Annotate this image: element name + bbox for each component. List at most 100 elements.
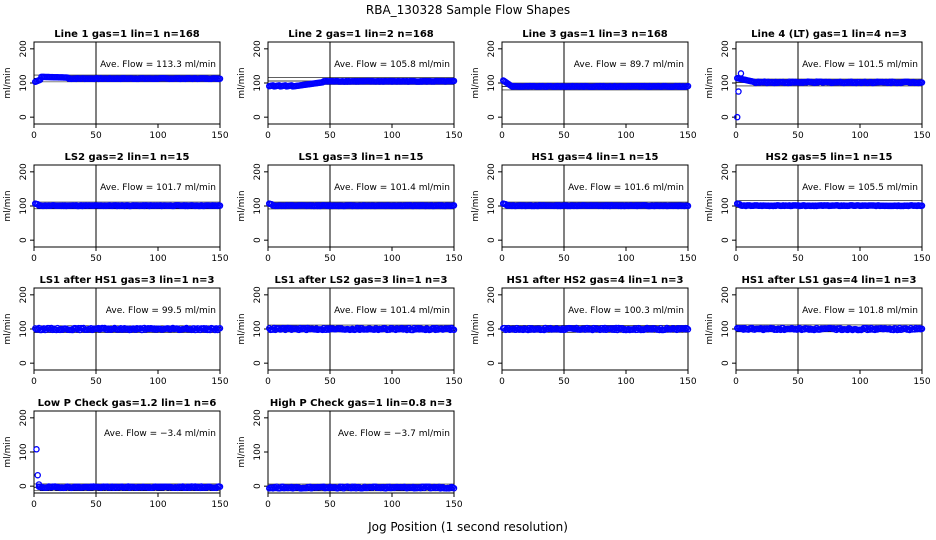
data-series (31, 73, 224, 86)
y-tick-label: 200 (487, 286, 497, 303)
x-tick-label: 100 (383, 254, 400, 264)
x-tick-label: 150 (445, 500, 462, 510)
data-point (450, 202, 458, 209)
plot-frame (33, 41, 221, 125)
average-flow-annotation: Ave. Flow = 100.3 ml/min (568, 306, 684, 316)
x-tick-label: 50 (558, 377, 570, 387)
panel-9: LS1 after HS1 gas=3 lin=1 n=3 Ave. Flow =… (3, 275, 229, 387)
x-tick-label: 0 (733, 131, 739, 141)
y-tick-label: 0 (19, 360, 29, 366)
x-tick-label: 150 (913, 131, 930, 141)
panel-7: HS1 gas=4 lin=1 n=15 Ave. Flow = 101.6 ml… (471, 152, 697, 264)
y-axis-label: ml/min (237, 190, 247, 221)
y-tick-label: 200 (19, 163, 29, 180)
data-point (684, 326, 692, 333)
x-tick-label: 50 (324, 254, 336, 264)
y-axis-label: ml/min (3, 436, 13, 467)
y-axis-label: ml/min (471, 190, 481, 221)
x-tick-label: 50 (792, 131, 804, 141)
data-point (733, 113, 741, 121)
x-tick-label: 100 (383, 377, 400, 387)
data-series (31, 324, 224, 334)
x-tick-label: 100 (149, 254, 166, 264)
panel-1: Line 1 gas=1 lin=1 n=168 Ave. Flow = 113.… (3, 29, 229, 141)
x-tick-label: 50 (90, 377, 102, 387)
x-tick-label: 100 (851, 377, 868, 387)
average-flow-annotation: Ave. Flow = 99.5 ml/min (106, 306, 216, 316)
y-axis-label: ml/min (705, 190, 715, 221)
data-point (450, 326, 458, 334)
x-tick-label: 100 (149, 377, 166, 387)
average-flow-annotation: Ave. Flow = −3.7 ml/min (338, 429, 450, 439)
x-tick-label: 0 (499, 254, 505, 264)
panel-12: HS1 after LS1 gas=4 lin=1 n=3 Ave. Flow =… (705, 275, 931, 387)
x-tick-label: 0 (499, 377, 505, 387)
x-tick-label: 50 (90, 254, 102, 264)
data-point (216, 483, 224, 490)
y-axis-label: ml/min (3, 313, 13, 344)
x-tick-label: 100 (383, 131, 400, 141)
average-flow-annotation: Ave. Flow = −3.4 ml/min (104, 429, 216, 439)
y-tick-label: 100 (253, 74, 263, 91)
data-point (216, 202, 224, 209)
x-tick-label: 50 (324, 500, 336, 510)
y-tick-label: 100 (487, 197, 497, 214)
data-point (450, 484, 458, 492)
y-tick-label: 0 (487, 237, 497, 243)
y-tick-label: 0 (253, 483, 263, 489)
x-tick-label: 50 (324, 131, 336, 141)
x-tick-label: 100 (149, 131, 166, 141)
x-tick-label: 0 (499, 131, 505, 141)
y-tick-label: 0 (721, 360, 731, 366)
y-tick-label: 100 (19, 443, 29, 460)
y-tick-label: 0 (19, 237, 29, 243)
y-tick-label: 100 (19, 74, 29, 91)
x-tick-label: 0 (31, 500, 37, 510)
figure-title: RBA_130328 Sample Flow Shapes (366, 3, 570, 17)
y-tick-label: 0 (253, 114, 263, 120)
x-tick-label: 150 (211, 377, 228, 387)
y-tick-label: 0 (19, 483, 29, 489)
y-axis-label: ml/min (237, 436, 247, 467)
x-tick-label: 150 (913, 377, 930, 387)
panel-title: Line 4 (LT) gas=1 lin=4 n=3 (751, 29, 907, 40)
y-tick-label: 200 (19, 286, 29, 303)
panel-title: High P Check gas=1 lin=0.8 n=3 (270, 398, 452, 409)
average-flow-annotation: Ave. Flow = 113.3 ml/min (100, 60, 216, 70)
panel-title: LS1 after HS1 gas=3 lin=1 n=3 (39, 275, 214, 286)
x-tick-label: 0 (265, 131, 271, 141)
panel-14: High P Check gas=1 lin=0.8 n=3 Ave. Flow … (237, 398, 463, 510)
x-tick-label: 0 (265, 377, 271, 387)
y-tick-label: 200 (487, 163, 497, 180)
y-tick-label: 100 (721, 74, 731, 91)
panel-2: Line 2 gas=1 lin=2 n=168 Ave. Flow = 105.… (237, 29, 463, 141)
data-point (918, 325, 926, 333)
data-point (684, 82, 692, 90)
data-series (499, 200, 692, 210)
y-tick-label: 100 (19, 320, 29, 337)
y-tick-label: 200 (721, 40, 731, 57)
x-tick-label: 50 (90, 500, 102, 510)
panel-5: LS2 gas=2 lin=1 n=15 Ave. Flow = 101.7 ml… (3, 152, 229, 264)
y-tick-label: 200 (19, 40, 29, 57)
data-point (33, 446, 40, 453)
y-tick-label: 0 (721, 237, 731, 243)
y-tick-label: 100 (487, 74, 497, 91)
average-flow-annotation: Ave. Flow = 101.4 ml/min (334, 183, 450, 193)
x-tick-label: 150 (211, 500, 228, 510)
data-series (265, 483, 458, 492)
data-series (733, 70, 926, 121)
x-tick-label: 0 (733, 377, 739, 387)
x-tick-label: 150 (211, 131, 228, 141)
panel-11: HS1 after HS2 gas=4 lin=1 n=3 Ave. Flow =… (471, 275, 697, 387)
panel-grid: Line 1 gas=1 lin=1 n=168 Ave. Flow = 113.… (3, 29, 931, 510)
data-series (31, 200, 224, 210)
data-point (34, 471, 41, 479)
data-series (499, 324, 692, 334)
average-flow-annotation: Ave. Flow = 101.4 ml/min (334, 306, 450, 316)
y-tick-label: 100 (253, 320, 263, 337)
y-tick-label: 100 (721, 197, 731, 214)
y-tick-label: 0 (487, 114, 497, 120)
x-tick-label: 100 (383, 500, 400, 510)
